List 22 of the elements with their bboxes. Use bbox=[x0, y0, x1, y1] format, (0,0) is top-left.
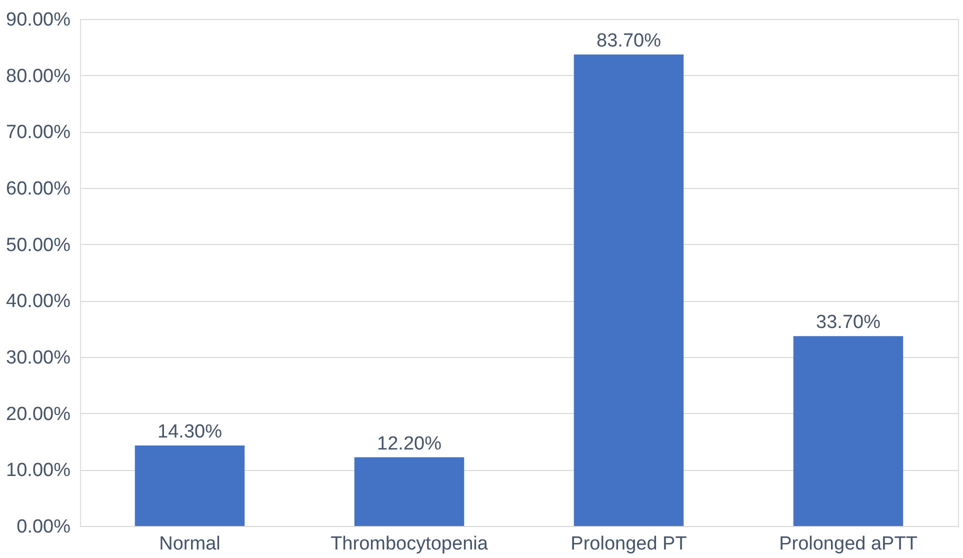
data-label: 12.20% bbox=[377, 433, 442, 454]
y-tick-label: 80.00% bbox=[6, 66, 71, 87]
x-tick-label: Thrombocytopenia bbox=[330, 534, 488, 554]
x-tick-label: Prolonged aPTT bbox=[779, 534, 918, 554]
y-tick-label: 0.00% bbox=[16, 516, 71, 538]
bar bbox=[574, 54, 684, 526]
x-tick-label: Normal bbox=[159, 534, 220, 554]
data-label: 83.70% bbox=[596, 30, 662, 52]
bar bbox=[134, 445, 245, 526]
y-tick-label: 10.00% bbox=[6, 460, 71, 482]
y-tick-label: 30.00% bbox=[6, 348, 71, 368]
y-tick-label: 20.00% bbox=[6, 404, 71, 425]
y-tick-label: 40.00% bbox=[6, 291, 71, 312]
y-tick-label: 50.00% bbox=[6, 234, 71, 256]
data-label: 33.70% bbox=[816, 312, 881, 334]
bar bbox=[793, 336, 904, 526]
x-tick-label: Prolonged PT bbox=[570, 534, 688, 554]
data-label: 14.30% bbox=[158, 421, 222, 442]
y-tick-label: 60.00% bbox=[6, 178, 71, 200]
y-tick-label: 70.00% bbox=[6, 122, 71, 144]
y-tick-label: 90.00% bbox=[6, 10, 71, 30]
bar bbox=[354, 457, 464, 526]
